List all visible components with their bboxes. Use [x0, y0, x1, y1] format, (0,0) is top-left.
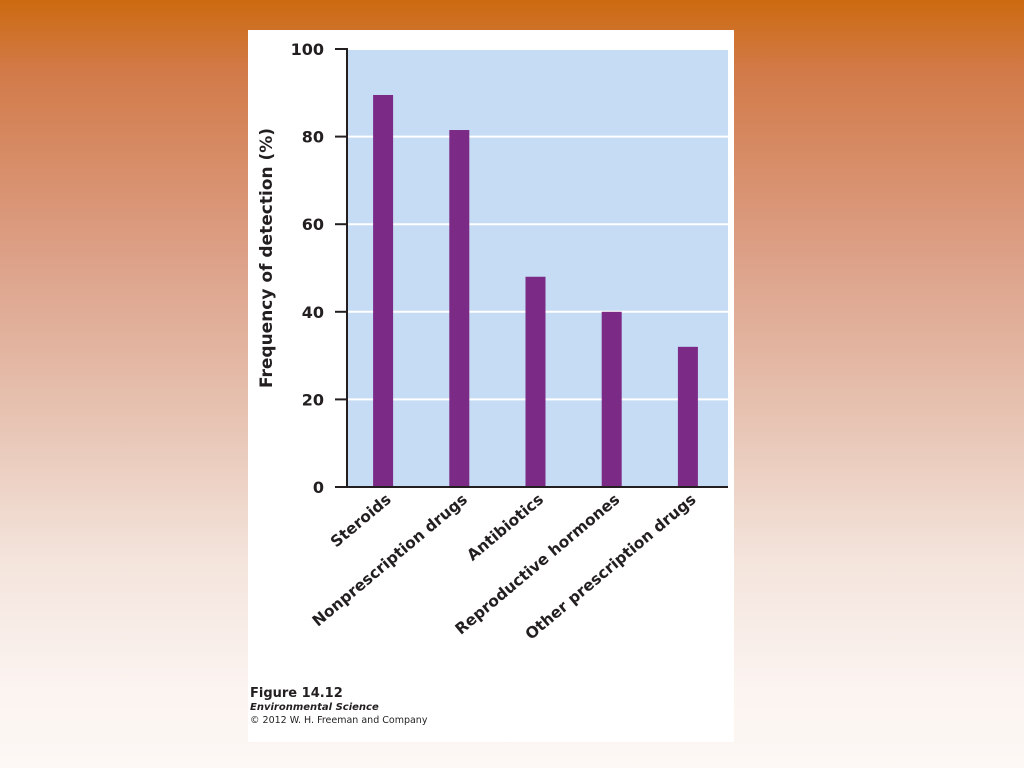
bar-reproductive-hormones [601, 311, 622, 487]
figure-panel: 0 20 40 60 80 100 Steroids Nonprescription dru… [248, 30, 734, 742]
axes [335, 48, 728, 488]
copyright-line: © 2012 W. H. Freeman and Company [250, 715, 428, 726]
bar-other-prescription-drugs [677, 346, 698, 487]
y-tick-labels: 0 20 40 60 80 100 [291, 40, 324, 497]
y-tick-label: 60 [302, 215, 324, 234]
book-title: Environmental Science [250, 702, 379, 713]
bar-nonprescription-drugs [449, 130, 470, 487]
y-tick-label: 80 [302, 128, 324, 147]
y-tick-label: 0 [313, 478, 324, 497]
y-axis-title: Frequency of detection (%) [257, 128, 277, 388]
x-tick-label: Steroids [327, 490, 395, 551]
bar-steroids [373, 94, 394, 488]
bar-antibiotics [525, 276, 546, 487]
x-tick-label: Nonprescription drugs [309, 490, 471, 630]
x-tick-label: Antibiotics [464, 490, 548, 564]
y-tick-label: 100 [291, 40, 324, 59]
figure-number: Figure 14.12 [250, 686, 343, 701]
bars [373, 94, 698, 488]
y-tick-label: 20 [302, 390, 324, 409]
y-tick-label: 40 [302, 303, 324, 322]
figure-caption: Figure 14.12 Environmental Science © 201… [250, 686, 427, 728]
